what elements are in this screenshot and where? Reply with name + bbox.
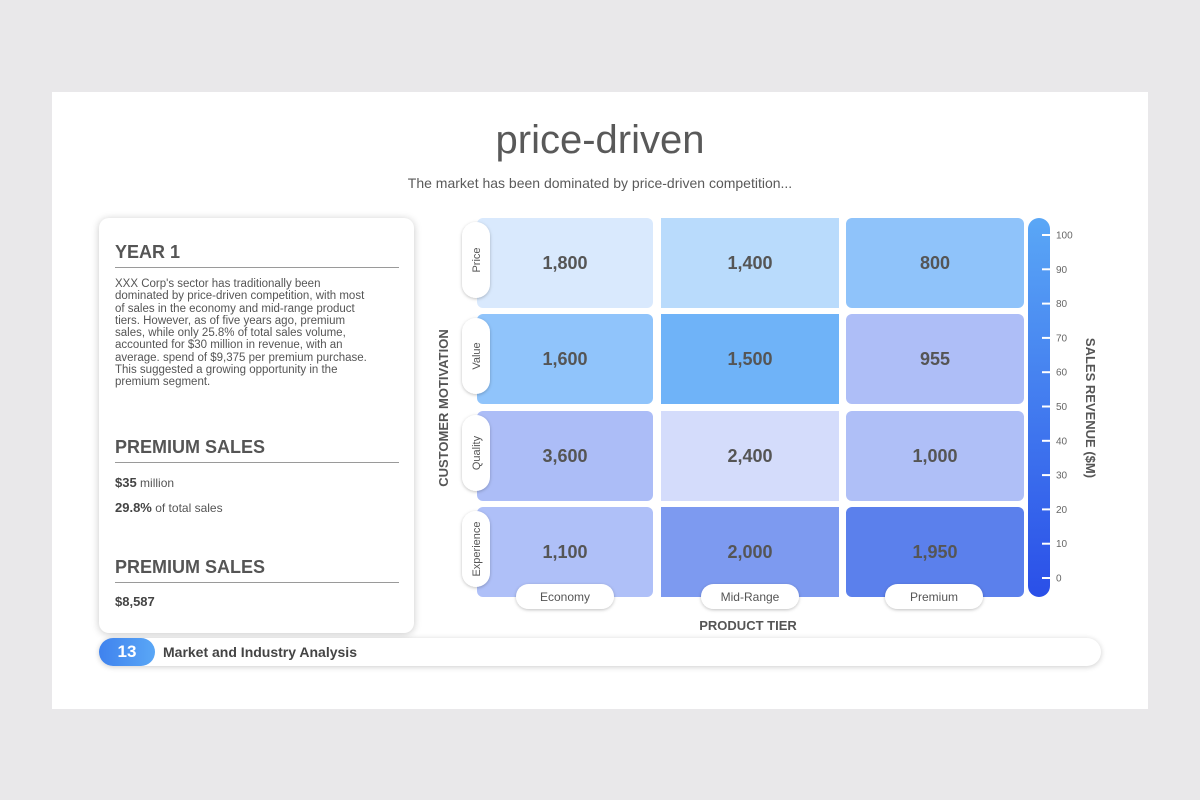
premium-sales-title-2: PREMIUM SALES	[115, 557, 399, 583]
row-label: Quality	[471, 435, 483, 470]
column-label: Premium	[910, 590, 958, 604]
heatmap-cell	[661, 314, 839, 404]
cell-value-label: 800	[920, 253, 950, 273]
cell-value-label: 2,000	[727, 542, 772, 562]
page-number-badge: 13	[99, 638, 155, 666]
premium-share-unit: of total sales	[155, 501, 223, 515]
premium-revenue-unit: million	[140, 476, 175, 490]
row-label: Experience	[471, 521, 483, 576]
year-description: XXX Corp's sector has traditionally been…	[115, 278, 367, 389]
premium-share-value: 29.8%	[115, 500, 152, 515]
heatmap-cell	[661, 411, 839, 501]
footer-bar: 13 Market and Industry Analysis	[99, 638, 1101, 666]
row-label: Price	[471, 247, 483, 272]
heatmap-cell	[846, 411, 1024, 501]
colorbar-tick-label: 20	[1056, 505, 1068, 516]
cell-value-label: 3,600	[542, 446, 587, 466]
colorbar-tick-label: 70	[1056, 333, 1068, 344]
column-label-tab	[516, 584, 614, 609]
x-axis-title: PRODUCT TIER	[699, 618, 797, 633]
cell-value-label: 1,800	[542, 253, 587, 273]
cell-value-label: 1,500	[727, 349, 772, 369]
row-label-tab	[462, 222, 490, 298]
row-label: Value	[471, 342, 483, 369]
heatmap-cell	[846, 314, 1024, 404]
heatmap-cell	[477, 314, 653, 404]
colorbar-tick-label: 80	[1056, 299, 1068, 310]
column-label-tab	[701, 584, 799, 609]
y-axis-title: CUSTOMER MOTIVATION	[436, 329, 451, 486]
column-labels: Economy Mid-Range Premium	[516, 584, 983, 609]
cell-value-label: 1,600	[542, 349, 587, 369]
colorbar-tick-label: 40	[1056, 436, 1068, 447]
column-label: Mid-Range	[721, 590, 780, 604]
heatmap-cell	[661, 218, 839, 308]
page-title: price-driven	[495, 118, 705, 162]
average-spend-value: $8,587	[115, 594, 155, 609]
cell-value-label: 2,400	[727, 446, 772, 466]
heatmap-cell	[846, 218, 1024, 308]
colorbar	[1028, 218, 1050, 597]
row-label-tab	[462, 511, 490, 587]
colorbar-title: SALES REVENUE ($M)	[1083, 338, 1098, 478]
cell-value-label: 1,400	[727, 253, 772, 273]
column-label: Economy	[540, 590, 590, 604]
cell-value-label: 1,000	[912, 446, 957, 466]
colorbar-tick-label: 30	[1056, 471, 1068, 482]
colorbar-gradient	[1028, 218, 1050, 597]
row-label-tab	[462, 318, 490, 394]
colorbar-tick-label: 50	[1056, 402, 1068, 413]
premium-revenue-value: $35	[115, 475, 137, 490]
average-spend-stat: $8,587	[115, 594, 155, 609]
column-label-tab	[885, 584, 983, 609]
footer-section-title: Market and Industry Analysis	[163, 644, 357, 660]
heatmap-cell	[661, 507, 839, 597]
cell-value-label: 955	[920, 349, 950, 369]
heatmap-cells: 1,800 1,400 800 1,600 1,500 955 3,600 2,400 1,00…	[477, 218, 1024, 597]
heatmap-cell	[477, 411, 653, 501]
heatmap-cell	[846, 507, 1024, 597]
heatmap-cell	[477, 218, 653, 308]
premium-revenue-stat: $35 million	[115, 475, 174, 490]
cell-value-label: 1,100	[542, 542, 587, 562]
info-card: YEAR 1 XXX Corp's sector has traditional…	[99, 218, 414, 633]
year-title: YEAR 1	[115, 242, 399, 268]
colorbar-tick-label: 10	[1056, 539, 1068, 550]
colorbar-tick-label: 60	[1056, 368, 1068, 379]
cell-value-label: 1,950	[912, 542, 957, 562]
premium-share-stat: 29.8% of total sales	[115, 500, 223, 515]
row-labels: Price Value Quality Experience	[462, 222, 490, 587]
premium-sales-title-1: PREMIUM SALES	[115, 437, 399, 463]
page-subtitle: The market has been dominated by price-d…	[407, 175, 793, 191]
heatmap-cell	[477, 507, 653, 597]
colorbar-tick-label: 90	[1056, 265, 1068, 276]
row-label-tab	[462, 415, 490, 491]
colorbar-tick-label: 100	[1056, 231, 1073, 242]
colorbar-tick-label: 0	[1056, 574, 1062, 585]
